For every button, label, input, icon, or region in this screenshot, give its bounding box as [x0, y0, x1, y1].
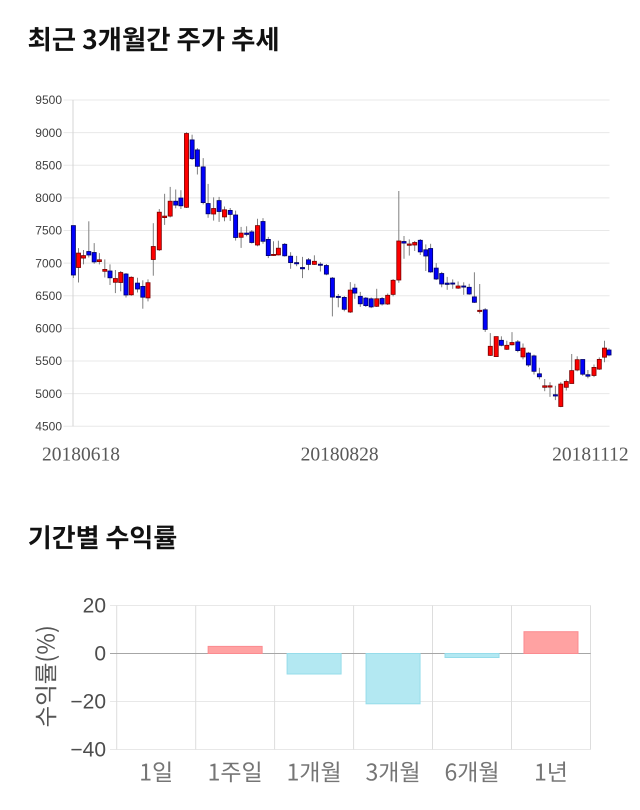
svg-text:20: 20 — [83, 594, 106, 617]
svg-text:6500: 6500 — [35, 289, 62, 303]
svg-text:−20: −20 — [70, 690, 106, 713]
svg-text:8500: 8500 — [35, 158, 62, 172]
svg-text:7500: 7500 — [35, 224, 62, 238]
svg-text:0: 0 — [94, 642, 106, 665]
svg-text:20181112: 20181112 — [552, 445, 629, 466]
svg-text:7000: 7000 — [35, 256, 62, 270]
svg-text:20180618: 20180618 — [42, 445, 120, 466]
svg-text:6000: 6000 — [35, 322, 62, 336]
svg-text:−40: −40 — [70, 738, 106, 761]
svg-text:8000: 8000 — [35, 191, 62, 205]
svg-text:5000: 5000 — [35, 387, 62, 401]
svg-text:5500: 5500 — [35, 354, 62, 368]
svg-text:4500: 4500 — [35, 420, 62, 434]
svg-text:9500: 9500 — [35, 93, 62, 107]
svg-text:20180828: 20180828 — [301, 445, 379, 466]
svg-text:9000: 9000 — [35, 126, 62, 140]
